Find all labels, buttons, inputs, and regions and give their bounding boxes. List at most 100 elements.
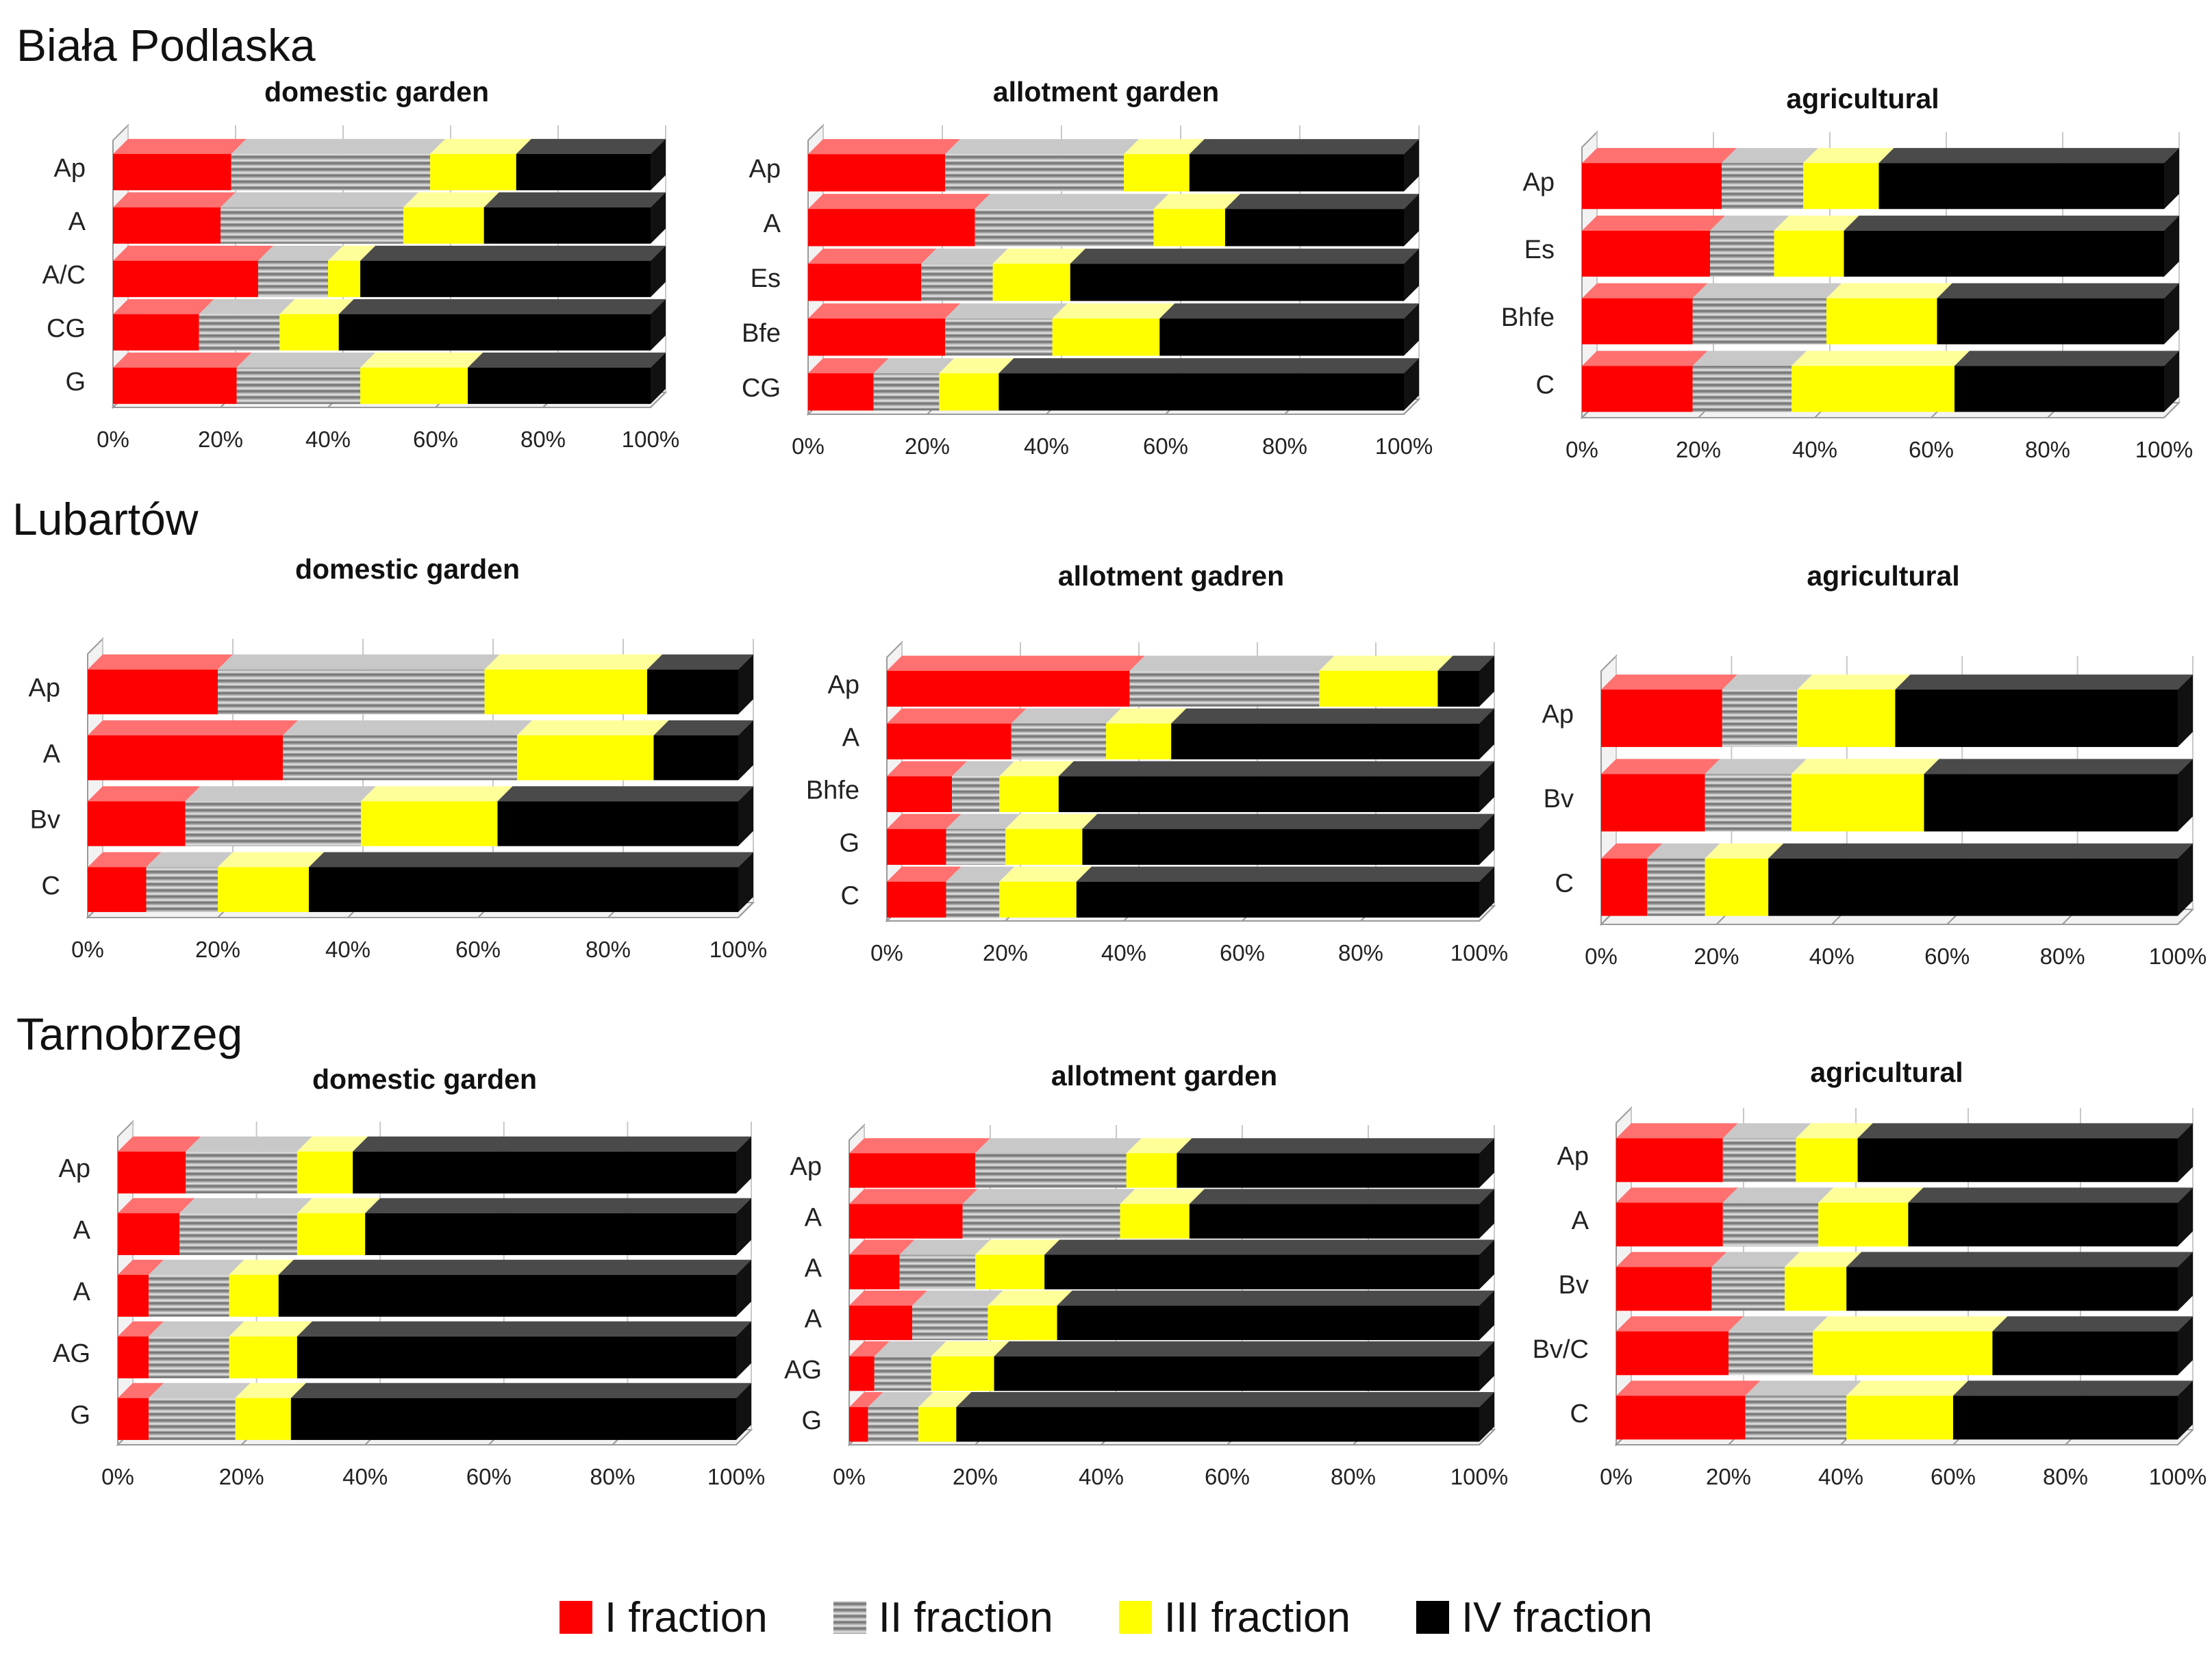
- bar-top-iii: [279, 299, 354, 314]
- category-label: Bhfe: [1501, 303, 1555, 332]
- bar-segment-i: [887, 670, 1130, 707]
- bar-top-iii: [1052, 303, 1175, 319]
- bar-segment-iii: [1818, 1202, 1909, 1247]
- bar-segment-iii: [229, 1274, 279, 1317]
- bar-top-iii: [975, 1239, 1060, 1255]
- category-label: A: [1572, 1206, 1589, 1235]
- bar-top-ii: [1692, 351, 1807, 366]
- bar-segment-i: [113, 367, 237, 404]
- x-tick-label: 60%: [413, 427, 458, 452]
- bar-top-ii: [1705, 759, 1807, 774]
- bar-top-i: [113, 138, 247, 154]
- bar-end-face: [736, 1382, 751, 1440]
- bar-segment-ii: [899, 1254, 975, 1289]
- bar-segment-ii: [1711, 1267, 1785, 1311]
- bar-top-iv: [278, 1259, 751, 1275]
- bar-top-iii: [1791, 759, 1939, 774]
- bar-segment-iii: [403, 207, 484, 244]
- bar-top-i: [113, 352, 252, 368]
- x-tick-label: 100%: [709, 937, 767, 962]
- bar-segment-i: [808, 154, 946, 192]
- chart-4-lubart-w-domestic-garden: domestic garden 0% 20% 40% 60% 80% 100% Ap A Bv C: [29, 553, 768, 962]
- category-label: Ap: [54, 154, 86, 183]
- x-tick-label: 100%: [1450, 1464, 1508, 1489]
- x-tick-label: 0%: [1585, 944, 1618, 969]
- bar-end-face: [2178, 843, 2193, 916]
- bar-top-ii: [1710, 215, 1789, 231]
- category-label: C: [1570, 1400, 1589, 1428]
- bar-top-ii: [1722, 674, 1813, 690]
- bar-top-i: [808, 139, 961, 155]
- bar-segment-iv: [956, 1407, 1479, 1442]
- x-tick-label: 20%: [905, 433, 950, 459]
- category-label: A: [73, 1216, 91, 1245]
- bar-segment-iv: [1768, 858, 2178, 916]
- category-label: Ap: [749, 155, 781, 184]
- bar-top-iv: [1058, 761, 1494, 776]
- bar-end-face: [651, 299, 666, 351]
- bar-segment-i: [1601, 858, 1648, 916]
- bar-end-face: [738, 720, 753, 781]
- bar-top-iii: [1126, 1138, 1192, 1154]
- bar-segment-i: [1582, 366, 1693, 412]
- bar-segment-ii: [1692, 298, 1826, 344]
- category-label: A: [805, 1203, 822, 1232]
- bar-segment-i: [1616, 1395, 1746, 1440]
- bar-segment-i: [118, 1398, 149, 1440]
- gridline-floor: [2177, 1429, 2194, 1445]
- bar-end-face: [2178, 1187, 2193, 1247]
- gridline-floor: [1403, 399, 1420, 415]
- bar-segment-i: [118, 1274, 149, 1317]
- bar-segment-i: [1582, 298, 1693, 344]
- bar-top-iii: [939, 358, 1014, 374]
- category-label: C: [42, 872, 60, 900]
- bar-top-iii: [328, 245, 376, 261]
- bar-segment-i: [849, 1305, 912, 1341]
- x-tick-label: 40%: [1792, 437, 1837, 462]
- bar-segment-iv: [1937, 298, 2164, 344]
- bar-segment-i: [887, 881, 946, 918]
- bar-end-face: [1479, 866, 1494, 918]
- chart-2-bia-a-podlaska-allotment-garden: allotment garden 0% 20% 40% 60% 80% 100% Ap A Es B…: [742, 76, 1433, 459]
- bar-top-iv: [994, 1341, 1494, 1356]
- bar-segment-i: [1616, 1331, 1729, 1376]
- bar-top-iii: [484, 654, 662, 670]
- category-label: Ap: [59, 1154, 90, 1183]
- bar-segment-i: [1601, 774, 1705, 832]
- bar-segment-i: [1582, 163, 1722, 210]
- legend-label-iv: IV fraction: [1461, 1593, 1653, 1641]
- bar-segment-ii: [1722, 690, 1798, 747]
- bar-segment-ii: [146, 867, 218, 912]
- category-label: A: [842, 724, 860, 753]
- bar-segment-iv: [1924, 774, 2178, 832]
- gridline-floor: [2163, 402, 2180, 418]
- bar-top-iv: [1846, 1252, 2193, 1267]
- x-tick-label: 40%: [1079, 1464, 1124, 1489]
- bar-segment-iii: [1796, 1138, 1858, 1183]
- bar-segment-ii: [1692, 366, 1792, 412]
- bar-top-ii: [1722, 148, 1818, 164]
- bar-top-ii: [218, 654, 500, 670]
- bar-segment-iv: [309, 867, 738, 912]
- x-tick-label: 80%: [1262, 433, 1307, 459]
- chart-7-tarnobrzeg-domestic-garden: domestic garden 0% 20% 40% 60% 80% 100% Ap A A AG G: [53, 1063, 765, 1489]
- bar-segment-iii: [297, 1213, 366, 1255]
- bar-segment-iii: [1792, 366, 1955, 412]
- bar-segment-iii: [279, 314, 339, 351]
- bar-end-face: [2178, 1380, 2193, 1440]
- bar-top-ii: [1647, 843, 1720, 859]
- bar-segment-i: [849, 1254, 900, 1289]
- bar-top-i: [113, 245, 273, 261]
- bar-end-face: [1479, 1189, 1494, 1239]
- bar-end-face: [2164, 215, 2179, 277]
- bar-segment-iv: [1082, 829, 1479, 866]
- x-tick-label: 80%: [590, 1464, 635, 1489]
- chart-title: domestic garden: [312, 1063, 537, 1095]
- bar-segment-ii: [236, 367, 361, 404]
- bar-segment-iv: [1189, 1204, 1479, 1239]
- category-label: Bhfe: [806, 776, 859, 805]
- bar-segment-iii: [1774, 230, 1844, 277]
- bar-top-ii: [179, 1198, 312, 1213]
- bar-segment-i: [849, 1356, 875, 1391]
